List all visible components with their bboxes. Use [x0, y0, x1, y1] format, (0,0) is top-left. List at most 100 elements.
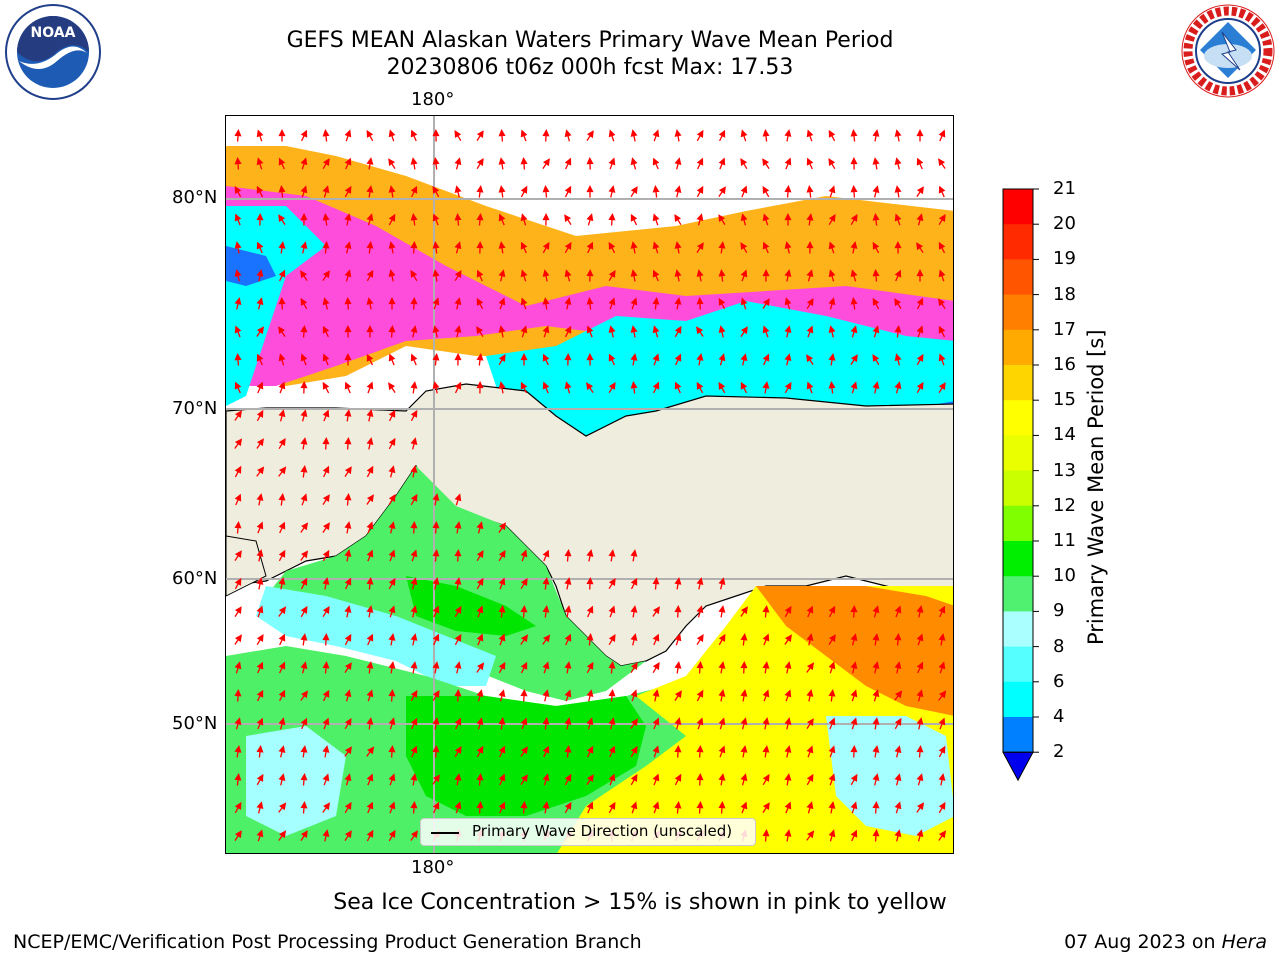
wave-arrow-head — [850, 354, 858, 363]
wave-arrow-head — [894, 717, 902, 726]
wave-arrow-head — [278, 409, 286, 418]
wave-arrow-head — [608, 297, 616, 306]
wave-arrow-head — [432, 801, 440, 810]
wave-arrow-head — [322, 689, 330, 698]
wave-arrow-head — [828, 689, 836, 697]
wave-arrow-head — [894, 269, 902, 278]
wave-arrow-head — [388, 633, 396, 641]
wave-arrow-head — [630, 213, 638, 222]
wave-arrow-head — [696, 129, 704, 138]
wave-arrow-head — [762, 773, 770, 782]
wave-arrow-head — [850, 745, 858, 753]
wave-arrow-head — [630, 325, 638, 333]
wave-arrow-head — [278, 353, 286, 362]
lon-label-bottom: 180° — [411, 857, 455, 878]
wave-arrow-head — [652, 717, 660, 726]
wave-arrow-head — [300, 185, 308, 194]
noaa-logo-icon: NOAA — [5, 4, 101, 100]
wave-arrow-head — [894, 633, 902, 641]
wave-arrow-head — [432, 297, 440, 306]
wave-arrow-head — [366, 829, 374, 838]
wave-arrow-head — [388, 661, 396, 669]
wave-arrow-head — [542, 213, 550, 221]
wave-arrow-head — [872, 325, 880, 334]
wave-arrow-head — [674, 129, 682, 137]
wave-arrow-head — [586, 577, 594, 585]
wave-arrow-head — [366, 297, 374, 305]
colorbar-tick-label: 15 — [1053, 389, 1076, 411]
wave-arrow-head — [718, 717, 726, 726]
wave-arrow-head — [674, 605, 682, 613]
wave-arrow-head — [432, 213, 440, 222]
wave-arrow-head — [586, 689, 594, 697]
wave-arrow-head — [498, 605, 506, 613]
wave-arrow-head — [938, 269, 946, 278]
wave-arrow-head — [476, 605, 484, 614]
wave-arrow-head — [366, 325, 374, 333]
wave-arrow-head — [916, 213, 924, 222]
wave-arrow-head — [916, 661, 924, 670]
wave-arrow-head — [410, 633, 418, 641]
wave-arrow-head — [806, 633, 814, 641]
wave-arrow-head — [542, 577, 550, 585]
wave-arrow-head — [367, 746, 375, 755]
wave-arrow-head — [938, 214, 946, 222]
wave-arrow-head — [388, 269, 396, 277]
wave-arrow-head — [498, 381, 506, 389]
wave-arrow-head — [630, 662, 638, 671]
wave-arrow-head — [674, 717, 682, 725]
wave-arrow-head — [828, 325, 836, 333]
wave-arrow-head — [718, 157, 726, 166]
wave-arrow-head — [322, 661, 330, 669]
wave-arrow-head — [344, 746, 352, 755]
wave-arrow-head — [366, 213, 374, 222]
wave-arrow-head — [696, 773, 704, 781]
wave-arrow-head — [454, 689, 462, 697]
wave-arrow-head — [322, 745, 330, 753]
wave-arrow-head — [256, 661, 264, 670]
wave-arrow-head — [806, 381, 814, 390]
wave-arrow-head — [410, 325, 418, 333]
wave-arrow-head — [674, 353, 682, 362]
wave-arrow-head — [366, 633, 374, 642]
wave-arrow-head — [498, 633, 506, 642]
wave-arrow-head — [828, 801, 836, 809]
wave-arrow-head — [806, 241, 814, 249]
wave-arrow-head — [520, 157, 528, 165]
wave-arrow-head — [388, 773, 396, 782]
wave-arrow-head — [806, 213, 814, 221]
wave-arrow-head — [828, 158, 836, 167]
colorbar-segment — [1003, 505, 1033, 542]
wave-arrow-head — [740, 297, 748, 306]
wave-arrow-head — [256, 689, 264, 698]
wave-arrow-head — [784, 129, 792, 137]
wave-arrow-head — [916, 773, 924, 782]
wave-arrow-head — [454, 633, 462, 642]
wave-arrow-head — [784, 634, 792, 643]
wave-arrow-head — [542, 185, 550, 193]
wave-arrow-head — [234, 661, 242, 670]
wave-arrow-head — [630, 689, 638, 698]
wave-arrow-head — [476, 130, 484, 139]
wave-arrow-head — [454, 157, 462, 166]
wave-arrow-head — [762, 353, 770, 362]
wave-arrow-head — [520, 213, 528, 222]
wave-arrow-head — [652, 745, 660, 754]
wave-arrow-head — [433, 774, 441, 783]
wave-arrow-head — [916, 689, 924, 698]
wave-arrow-head — [784, 661, 792, 669]
wave-arrow-head — [256, 381, 264, 390]
wave-arrow-head — [454, 493, 462, 502]
wave-arrow-head — [806, 298, 814, 307]
wave-arrow-head — [344, 297, 352, 305]
wave-arrow-head — [410, 717, 418, 726]
land-kamchatka — [226, 535, 267, 597]
wave-arrow-head — [630, 157, 638, 166]
wave-arrow-head — [301, 690, 309, 699]
colorbar-tick-label: 20 — [1053, 213, 1076, 235]
wave-arrow-head — [784, 353, 792, 361]
wave-arrow-head — [608, 745, 616, 754]
legend-label: Primary Wave Direction (unscaled) — [472, 822, 733, 840]
wave-arrow-head — [344, 353, 352, 361]
wave-arrow-head — [542, 269, 550, 277]
